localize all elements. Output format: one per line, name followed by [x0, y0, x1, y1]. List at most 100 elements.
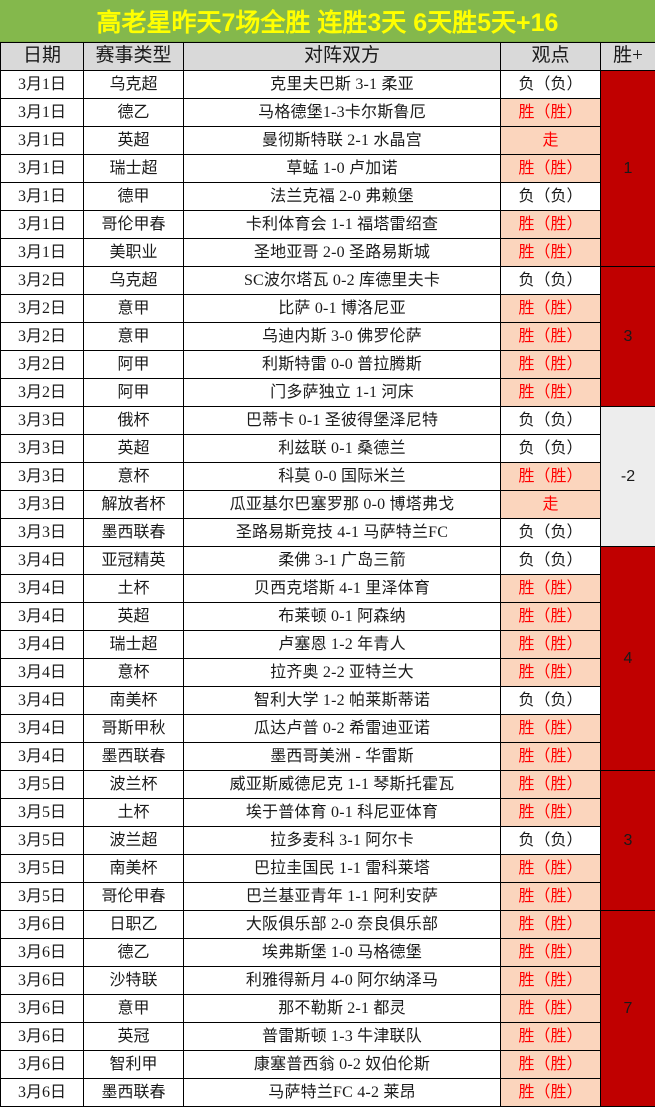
- cell-match[interactable]: 埃弗斯堡 1-0 马格德堡: [184, 939, 501, 967]
- cell-match[interactable]: 利兹联 0-1 桑德兰: [184, 435, 501, 463]
- cell-date[interactable]: 3月3日: [1, 491, 84, 519]
- cell-verdict[interactable]: 负（负）: [501, 827, 601, 855]
- cell-date[interactable]: 3月2日: [1, 351, 84, 379]
- cell-date[interactable]: 3月3日: [1, 435, 84, 463]
- cell-date[interactable]: 3月6日: [1, 1079, 84, 1107]
- cell-date[interactable]: 3月4日: [1, 575, 84, 603]
- cell-league[interactable]: 土杯: [84, 799, 184, 827]
- cell-verdict[interactable]: 胜（胜）: [501, 351, 601, 379]
- cell-verdict[interactable]: 负（负）: [501, 547, 601, 575]
- cell-match[interactable]: 瓜亚基尔巴塞罗那 0-0 博塔弗戈: [184, 491, 501, 519]
- cell-day-total[interactable]: -2: [601, 407, 655, 547]
- cell-date[interactable]: 3月5日: [1, 883, 84, 911]
- cell-verdict[interactable]: 胜（胜）: [501, 715, 601, 743]
- cell-match[interactable]: 马格德堡1-3卡尔斯鲁厄: [184, 99, 501, 127]
- cell-match[interactable]: 比萨 0-1 博洛尼亚: [184, 295, 501, 323]
- cell-league[interactable]: 波兰超: [84, 827, 184, 855]
- cell-league[interactable]: 阿甲: [84, 351, 184, 379]
- cell-league[interactable]: 英超: [84, 127, 184, 155]
- cell-day-total[interactable]: 3: [601, 267, 655, 407]
- cell-date[interactable]: 3月1日: [1, 99, 84, 127]
- cell-match[interactable]: 贝西克塔斯 4-1 里泽体育: [184, 575, 501, 603]
- cell-day-total[interactable]: 7: [601, 911, 655, 1107]
- cell-verdict[interactable]: 胜（胜）: [501, 239, 601, 267]
- cell-match[interactable]: SC波尔塔瓦 0-2 库德里夫卡: [184, 267, 501, 295]
- cell-league[interactable]: 解放者杯: [84, 491, 184, 519]
- cell-date[interactable]: 3月2日: [1, 379, 84, 407]
- cell-league[interactable]: 意杯: [84, 659, 184, 687]
- cell-league[interactable]: 波兰杯: [84, 771, 184, 799]
- cell-verdict[interactable]: 胜（胜）: [501, 995, 601, 1023]
- cell-league[interactable]: 南美杯: [84, 855, 184, 883]
- cell-date[interactable]: 3月1日: [1, 127, 84, 155]
- cell-date[interactable]: 3月6日: [1, 1023, 84, 1051]
- cell-verdict[interactable]: 负（负）: [501, 267, 601, 295]
- cell-verdict[interactable]: 负（负）: [501, 435, 601, 463]
- cell-day-total[interactable]: 3: [601, 771, 655, 911]
- cell-verdict[interactable]: 胜（胜）: [501, 379, 601, 407]
- cell-verdict[interactable]: 胜（胜）: [501, 939, 601, 967]
- cell-league[interactable]: 俄杯: [84, 407, 184, 435]
- cell-date[interactable]: 3月3日: [1, 519, 84, 547]
- cell-match[interactable]: 巴蒂卡 0-1 圣彼得堡泽尼特: [184, 407, 501, 435]
- cell-verdict[interactable]: 胜（胜）: [501, 911, 601, 939]
- cell-date[interactable]: 3月3日: [1, 463, 84, 491]
- cell-verdict[interactable]: 胜（胜）: [501, 631, 601, 659]
- cell-day-total[interactable]: 4: [601, 547, 655, 771]
- cell-league[interactable]: 南美杯: [84, 687, 184, 715]
- cell-date[interactable]: 3月4日: [1, 687, 84, 715]
- cell-league[interactable]: 英超: [84, 435, 184, 463]
- cell-match[interactable]: 拉多麦科 3-1 阿尔卡: [184, 827, 501, 855]
- cell-league[interactable]: 日职乙: [84, 911, 184, 939]
- column-header-match[interactable]: 对阵双方: [184, 43, 501, 71]
- cell-match[interactable]: 布莱顿 0-1 阿森纳: [184, 603, 501, 631]
- cell-date[interactable]: 3月1日: [1, 71, 84, 99]
- cell-date[interactable]: 3月2日: [1, 267, 84, 295]
- cell-date[interactable]: 3月6日: [1, 967, 84, 995]
- cell-league[interactable]: 哥伦甲春: [84, 883, 184, 911]
- cell-verdict[interactable]: 负（负）: [501, 71, 601, 99]
- cell-match[interactable]: 利雅得新月 4-0 阿尔纳泽马: [184, 967, 501, 995]
- cell-match[interactable]: 克里夫巴斯 3-1 柔亚: [184, 71, 501, 99]
- cell-date[interactable]: 3月4日: [1, 715, 84, 743]
- column-header-view[interactable]: 观点: [501, 43, 601, 71]
- cell-match[interactable]: 柔佛 3-1 广岛三箭: [184, 547, 501, 575]
- cell-date[interactable]: 3月6日: [1, 995, 84, 1023]
- column-header-date[interactable]: 日期: [1, 43, 84, 71]
- cell-verdict[interactable]: 胜（胜）: [501, 1023, 601, 1051]
- cell-league[interactable]: 墨西联春: [84, 519, 184, 547]
- cell-verdict[interactable]: 胜（胜）: [501, 463, 601, 491]
- cell-verdict[interactable]: 胜（胜）: [501, 771, 601, 799]
- cell-verdict[interactable]: 胜（胜）: [501, 155, 601, 183]
- cell-date[interactable]: 3月2日: [1, 323, 84, 351]
- cell-verdict[interactable]: 负（负）: [501, 519, 601, 547]
- cell-league[interactable]: 墨西联春: [84, 1079, 184, 1107]
- cell-date[interactable]: 3月5日: [1, 827, 84, 855]
- cell-match[interactable]: 巴兰基亚青年 1-1 阿利安萨: [184, 883, 501, 911]
- cell-match[interactable]: 普雷斯顿 1-3 牛津联队: [184, 1023, 501, 1051]
- cell-verdict[interactable]: 胜（胜）: [501, 1051, 601, 1079]
- cell-league[interactable]: 哥斯甲秋: [84, 715, 184, 743]
- cell-league[interactable]: 阿甲: [84, 379, 184, 407]
- cell-league[interactable]: 英冠: [84, 1023, 184, 1051]
- cell-date[interactable]: 3月2日: [1, 295, 84, 323]
- cell-match[interactable]: 巴拉圭国民 1-1 雷科莱塔: [184, 855, 501, 883]
- cell-league[interactable]: 瑞士超: [84, 155, 184, 183]
- cell-verdict[interactable]: 走: [501, 491, 601, 519]
- cell-verdict[interactable]: 胜（胜）: [501, 575, 601, 603]
- cell-verdict[interactable]: 胜（胜）: [501, 659, 601, 687]
- cell-league[interactable]: 哥伦甲春: [84, 211, 184, 239]
- cell-verdict[interactable]: 胜（胜）: [501, 967, 601, 995]
- cell-match[interactable]: 卢塞恩 1-2 年青人: [184, 631, 501, 659]
- cell-match[interactable]: 大阪俱乐部 2-0 奈良俱乐部: [184, 911, 501, 939]
- cell-match[interactable]: 门多萨独立 1-1 河床: [184, 379, 501, 407]
- cell-match[interactable]: 圣路易斯竞技 4-1 马萨特兰FC: [184, 519, 501, 547]
- cell-verdict[interactable]: 胜（胜）: [501, 883, 601, 911]
- cell-match[interactable]: 埃于普体育 0-1 科尼亚体育: [184, 799, 501, 827]
- cell-league[interactable]: 乌克超: [84, 267, 184, 295]
- cell-verdict[interactable]: 胜（胜）: [501, 1079, 601, 1107]
- column-header-score[interactable]: 胜+: [601, 43, 655, 71]
- cell-match[interactable]: 马萨特兰FC 4-2 莱昂: [184, 1079, 501, 1107]
- cell-match[interactable]: 利斯特雷 0-0 普拉腾斯: [184, 351, 501, 379]
- cell-verdict[interactable]: 胜（胜）: [501, 323, 601, 351]
